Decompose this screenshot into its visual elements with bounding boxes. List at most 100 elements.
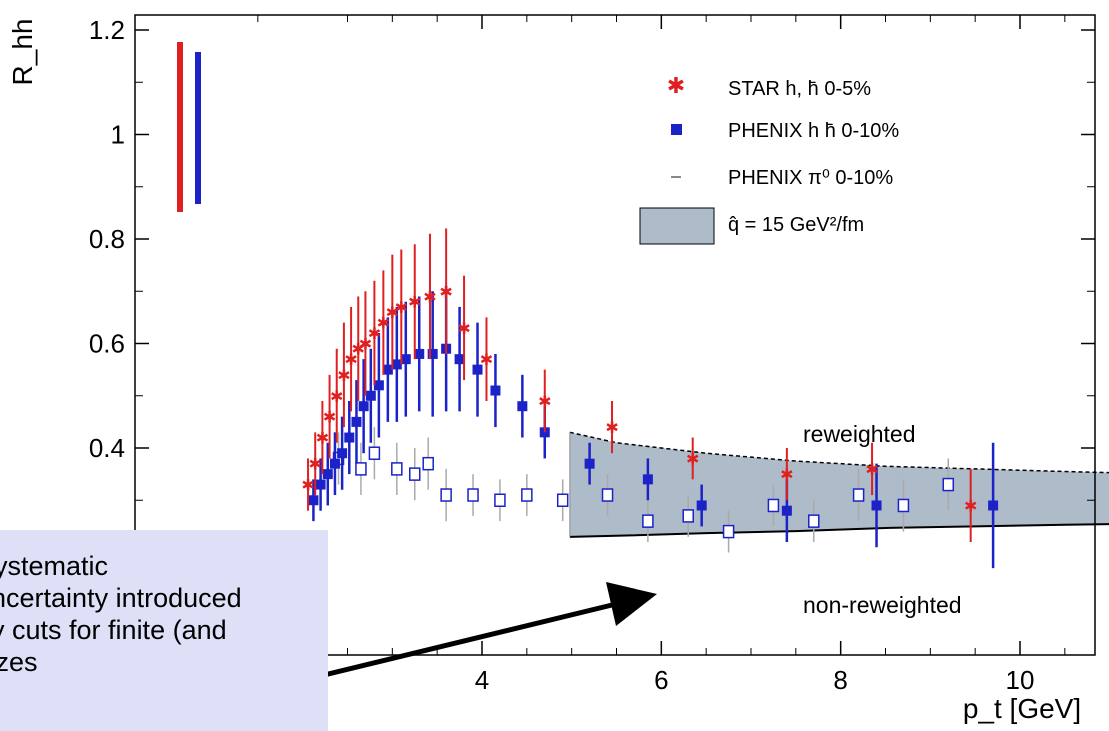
pi0-point [422, 456, 434, 471]
callout-line-2: uncertainty introduced [0, 583, 242, 613]
phenix-hh-point [472, 364, 483, 375]
star-point: ✱ [780, 465, 793, 484]
pi0-point [368, 446, 381, 460]
legend-star-label: STAR h, h̄ 0-5% [728, 78, 871, 100]
phenix-hh-point [427, 348, 438, 359]
phenix-hh-point [382, 364, 393, 375]
callout-arrow [282, 582, 657, 688]
x-tick-label: 4 [475, 665, 489, 695]
star-point: ✱ [330, 387, 343, 406]
star-point: ✱ [352, 340, 365, 359]
phenix-hh-point [337, 448, 348, 459]
phenix-hh-point [308, 495, 319, 506]
star-point: ✱ [439, 282, 452, 301]
phenix-hh-point [584, 458, 595, 469]
star-point: ✱ [316, 429, 329, 448]
star-point: ✱ [301, 476, 314, 495]
pi0-point [494, 493, 506, 507]
pi0-point [601, 488, 614, 502]
legend-phenix-pi0-label: PHENIX π⁰ 0-10% [728, 167, 893, 189]
phenix-hh-point [490, 385, 501, 396]
phenix-hh-point [365, 390, 376, 401]
pi0-point [852, 488, 865, 502]
star-point: ✱ [457, 319, 470, 338]
star-point: ✱ [344, 350, 357, 369]
syst-bar-phenix [195, 52, 201, 204]
phenix-hh-point [414, 348, 425, 359]
syst-bar-star [177, 42, 183, 212]
callout-box: Systematic uncertainty introduced by cut… [0, 530, 328, 731]
callout-line-3: by cuts for finite (and [0, 615, 227, 645]
star-point: ✱ [368, 324, 381, 343]
x-tick-label: 8 [833, 665, 847, 695]
callout-line-4: sizes [0, 647, 38, 677]
star-point: ✱ [377, 314, 390, 333]
phenix-hh-point [642, 474, 653, 485]
y-tick-label: 1 [111, 120, 125, 150]
legend-band-swatch [639, 207, 715, 245]
y-tick-label: 0.8 [89, 224, 125, 254]
legend: ✱ STAR h, h̄ 0-5% PHENIX h h̄ 0-10% PHEN… [639, 74, 899, 245]
phenix-hh-point [517, 401, 528, 412]
phenix-hh-point [988, 500, 999, 511]
star-point: ✱ [865, 460, 878, 479]
phenix-hh-point [696, 500, 707, 511]
pi0-point [409, 467, 421, 481]
y-tick-label: 0.4 [89, 433, 125, 463]
phenix-hh-point [391, 359, 402, 370]
y-tick-label: 0.6 [89, 329, 125, 359]
star-point: ✱ [964, 496, 977, 515]
callout-line-1: Systematic [0, 551, 109, 581]
plot-frame [134, 14, 1096, 656]
phenix-hh-point [329, 458, 340, 469]
pi0-point [808, 514, 820, 528]
star-point: ✱ [480, 350, 493, 369]
legend-phenix-hh-label: PHENIX h h̄ 0-10% [728, 120, 899, 142]
pi0-point [521, 488, 533, 502]
pi0-point [642, 514, 654, 528]
x-tick-label: 10 [1006, 665, 1035, 695]
pi0-point [467, 488, 479, 502]
annotation-reweighted: reweighted [803, 421, 916, 447]
pi0-point [942, 477, 955, 492]
data-series: ✱✱✱✱✱✱✱✱✱✱✱✱✱ ✱ ✱ ✱✱✱✱✱✱✱ ✱✱ [301, 228, 999, 569]
pi0-point [391, 462, 403, 476]
star-point: ✱ [359, 335, 372, 354]
phenix-hh-point [351, 416, 362, 427]
pi0-point [897, 498, 910, 513]
phenix-hh-point [454, 354, 465, 365]
star-point: ✱ [386, 303, 399, 322]
phenix-hh-point [344, 432, 355, 443]
legend-band-label: q̂ = 15 GeV²/fm [728, 214, 864, 236]
pi0-point [556, 493, 569, 507]
legend-star-marker: ✱ [667, 74, 685, 99]
band-fill [569, 432, 1109, 537]
star-point: ✱ [337, 366, 350, 385]
star-point: ✱ [423, 287, 436, 306]
x-axis-label: p_t [GeV] [963, 693, 1081, 724]
annotation-non-reweighted: non-reweighted [803, 592, 962, 618]
star-point: ✱ [309, 455, 322, 474]
star-point: ✱ [538, 392, 551, 411]
star-point: ✱ [323, 408, 336, 427]
phenix-hh-point [871, 500, 882, 511]
pi0-point [682, 509, 694, 523]
phenix-hh-point [373, 380, 384, 391]
plot-border [134, 14, 1096, 656]
phenix-hh-point [358, 401, 369, 412]
phenix-hh-point [400, 354, 411, 365]
pi0-point [355, 462, 367, 476]
legend-phenix-hh-marker [671, 124, 682, 135]
star-point: ✱ [395, 298, 408, 317]
star-point: ✱ [408, 293, 421, 312]
phenix-hh-point [315, 479, 326, 490]
axis-ticks: 0.4 0.6 0.8 1 1.2 4 6 8 10 [89, 15, 1095, 695]
star-point: ✱ [686, 449, 699, 468]
uncertainty-band [569, 431, 1109, 538]
star-point: ✱ [605, 418, 618, 437]
x-tick-label: 6 [654, 665, 668, 695]
phenix-hh-point [781, 505, 792, 516]
band-lower-edge [569, 523, 1109, 538]
pi0-point [767, 498, 780, 513]
